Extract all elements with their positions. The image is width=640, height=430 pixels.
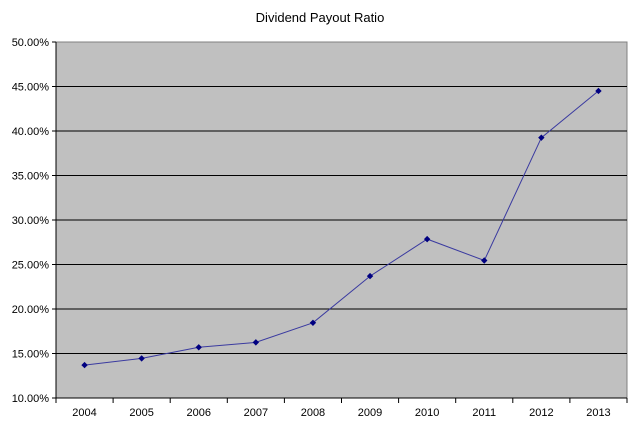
y-tick-label: 35.00% [12,171,50,183]
y-tick-label: 50.00% [12,37,50,49]
y-axis-tick-labels: 10.00% 15.00% 20.00% 25.00% 30.00% 35.00% 40.0… [12,37,56,405]
y-tick-label: 45.00% [12,82,50,94]
data-point-marker [366,272,374,280]
data-point-marker [481,257,488,264]
data-point-marker [195,344,202,351]
x-tick-label: 2004 [72,407,96,419]
x-tick-label: 2007 [244,407,268,419]
chart-title: Dividend Payout Ratio [256,10,385,25]
data-point-marker [595,87,602,95]
data-point-marker [423,235,431,243]
y-tick-label: 30.00% [12,215,50,227]
y-tick-label: 15.00% [12,349,50,361]
x-tick-label: 2009 [358,407,382,419]
x-tick-label: 2012 [529,407,553,419]
gridlines [56,86,627,354]
series-layer [81,87,602,369]
series-line [84,90,599,366]
x-tick-label: 2006 [187,407,211,419]
data-point-marker [538,134,545,141]
data-point-marker [81,361,88,369]
x-tick-label: 2013 [586,407,610,419]
y-tick-label: 10.00% [12,393,50,405]
x-tick-label: 2011 [472,407,496,419]
data-point-marker [252,339,260,346]
x-tick-label: 2010 [415,407,439,419]
x-tick-label: 2008 [301,407,325,419]
x-axis: 2004 2005 2006 2007 2008 2009 2010 2011 2012 2013 [55,42,628,419]
y-tick-label: 20.00% [12,304,50,316]
y-tick-label: 25.00% [12,260,50,272]
data-point-marker [138,355,145,362]
data-point-marker [309,319,317,326]
y-tick-label: 40.00% [12,126,50,138]
x-tick-label: 2005 [129,407,153,419]
